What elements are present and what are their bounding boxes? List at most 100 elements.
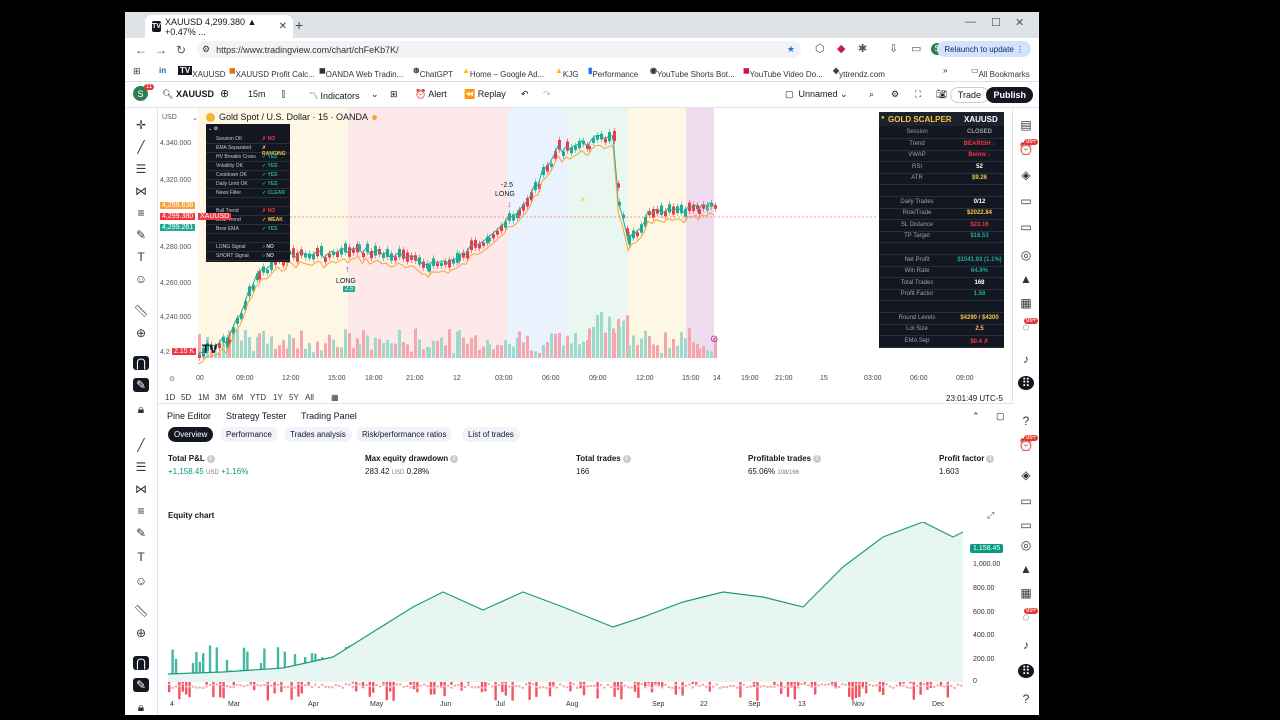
replay-button[interactable]: ⏪ Replay bbox=[464, 89, 506, 99]
apps-icon-2[interactable]: ⠿ bbox=[1018, 664, 1034, 678]
ideas-icon-2[interactable]: ▭ bbox=[1020, 518, 1032, 532]
extension-icon[interactable]: ⬡ bbox=[815, 43, 825, 55]
alert-button[interactable]: ⏰ Alert bbox=[415, 89, 447, 99]
maximize-panel-icon[interactable]: ▢ bbox=[996, 411, 1005, 421]
chat-icon[interactable]: ▭ bbox=[1020, 194, 1032, 208]
range-1m[interactable]: 1M bbox=[198, 393, 210, 402]
subtab-risk-performance[interactable]: Risk/performance ratios bbox=[356, 427, 453, 442]
subtab-performance[interactable]: Performance bbox=[220, 427, 278, 442]
subtab-list-of-trades[interactable]: List of trades bbox=[462, 427, 520, 442]
site-info-icon[interactable]: ⚙ bbox=[202, 44, 211, 54]
info-icon[interactable]: i bbox=[206, 454, 215, 463]
trendline-icon[interactable]: ╱ bbox=[137, 140, 145, 154]
info-icon[interactable]: i bbox=[450, 454, 459, 463]
fib-icon-2[interactable]: ≡ bbox=[137, 504, 145, 518]
linkedin-icon[interactable]: in bbox=[159, 66, 167, 75]
bookmark-item[interactable]: ◼ OANDA Web Tradin... bbox=[319, 66, 404, 79]
ruler-icon[interactable]: 📏︎ bbox=[133, 304, 149, 318]
range-ytd[interactable]: YTD bbox=[250, 393, 266, 402]
bookmark-item[interactable]: ◉ YouTube Shorts Bot... bbox=[650, 66, 735, 79]
settings-icon[interactable]: ⚙ bbox=[891, 89, 900, 99]
bookmark-item[interactable]: ◼ YouTube Video Do... bbox=[743, 66, 823, 79]
broadcast-icon-2[interactable]: ◌ bbox=[1022, 610, 1030, 624]
chat-icon-2[interactable]: ▭ bbox=[1020, 494, 1032, 508]
bookmark-item[interactable]: ▮ Performance bbox=[588, 66, 639, 79]
info-icon[interactable]: i bbox=[622, 454, 631, 463]
range-1y[interactable]: 1Y bbox=[273, 393, 283, 402]
fib-icon[interactable]: ≡ bbox=[137, 206, 145, 220]
interval-button[interactable]: 15m bbox=[248, 89, 266, 99]
help-icon[interactable]: ? bbox=[1022, 414, 1030, 428]
expand-equity-icon[interactable]: ⤢ bbox=[987, 510, 995, 520]
ruler-icon-2[interactable]: 📏︎ bbox=[133, 604, 149, 618]
subtab-trades-analysis[interactable]: Trades analysis bbox=[284, 427, 352, 442]
relaunch-button[interactable]: Relaunch to update ⋮ bbox=[937, 41, 1031, 57]
extension-shield-icon[interactable]: ◆ bbox=[837, 43, 846, 55]
extensions-puzzle-icon[interactable]: ✱ bbox=[858, 43, 868, 55]
info-icon[interactable]: i bbox=[986, 454, 995, 463]
emoji-icon[interactable]: ☺ bbox=[134, 272, 148, 286]
tab-pine-editor[interactable]: Pine Editor bbox=[167, 411, 212, 421]
price-chart[interactable]: USD ⌄ Gold Spot / U.S. Dollar · 15 · OAN… bbox=[158, 108, 1013, 396]
undo-icon[interactable]: ↶ bbox=[521, 89, 529, 99]
brush-icon[interactable]: ✎ bbox=[135, 228, 147, 242]
calendar-range-icon[interactable]: ▦ bbox=[331, 393, 339, 402]
equity-chart[interactable] bbox=[163, 522, 973, 702]
bookmark-item[interactable]: ◼ XAUUSD Profit Calc... bbox=[229, 66, 315, 79]
all-bookmarks[interactable]: ▭ All Bookmarks bbox=[971, 66, 1030, 79]
download-icon[interactable]: ⇩ bbox=[889, 43, 899, 55]
collapse-panel-icon[interactable]: ⌃ bbox=[972, 411, 980, 421]
horizontal-lines-icon[interactable]: ☰ bbox=[135, 162, 147, 176]
bookmark-star-icon[interactable]: ★ bbox=[786, 44, 795, 54]
bookmark-item[interactable]: ⊛ ChatGPT bbox=[413, 66, 454, 79]
bookmark-item[interactable]: ▲ KJG bbox=[555, 66, 579, 79]
lock-drawing-icon[interactable]: ✎ bbox=[133, 378, 149, 392]
range-5d[interactable]: 5D bbox=[181, 393, 192, 402]
indicators-dropdown-icon[interactable]: ⌄ bbox=[371, 89, 379, 99]
close-tab-icon[interactable]: ✕ bbox=[278, 21, 287, 32]
back-icon[interactable]: ← bbox=[135, 42, 147, 57]
watchlist-icon[interactable]: ▤ bbox=[1020, 118, 1032, 132]
more-bookmarks-icon[interactable]: » bbox=[943, 66, 948, 75]
redo-icon[interactable]: ↷ bbox=[543, 89, 551, 99]
text-icon-2[interactable]: T bbox=[137, 550, 145, 564]
zoom-icon-2[interactable]: ⊕ bbox=[135, 626, 147, 640]
tab-trading-panel[interactable]: Trading Panel bbox=[301, 411, 357, 421]
maximize-icon[interactable]: ☐ bbox=[991, 17, 1001, 29]
signal-icon-2[interactable]: ▲ bbox=[1020, 562, 1032, 576]
snapshot-icon[interactable]: 📷︎ bbox=[936, 89, 948, 99]
bookmark-item[interactable]: ◈ yttrendz.com bbox=[833, 66, 885, 79]
range-3m[interactable]: 3M bbox=[215, 393, 227, 402]
lock-icon-2[interactable]: 🔒︎ bbox=[137, 700, 145, 714]
currency-dropdown-icon[interactable]: ⌄ bbox=[192, 115, 198, 122]
compare-symbol-icon[interactable]: ⊕ bbox=[220, 88, 230, 100]
lock-icon[interactable]: 🔒︎ bbox=[137, 402, 145, 416]
bookmark-item[interactable]: ▲ Home – Google Ad... bbox=[462, 66, 545, 79]
emoji-icon-2[interactable]: ☺ bbox=[134, 574, 148, 588]
browser-tab[interactable]: TV XAUUSD 4,299.380 ▲ +0.47% ... ✕ bbox=[145, 15, 293, 38]
text-icon[interactable]: T bbox=[137, 250, 145, 264]
user-avatar[interactable]: S bbox=[133, 86, 148, 101]
calendar-icon[interactable]: ▦ bbox=[1020, 296, 1032, 310]
brush-icon-2[interactable]: ✎ bbox=[135, 526, 147, 540]
range-all[interactable]: All bbox=[305, 393, 314, 402]
broadcast-icon[interactable]: ◌ bbox=[1022, 320, 1030, 334]
alerts-clock-icon[interactable]: ⏰ bbox=[1018, 142, 1034, 156]
layers-icon-2[interactable]: ◈ bbox=[1021, 468, 1031, 482]
tab-strategy-tester[interactable]: Strategy Tester bbox=[226, 411, 287, 421]
ideas-icon[interactable]: ▭ bbox=[1020, 220, 1032, 234]
horizontal-lines-icon-2[interactable]: ☰ bbox=[135, 460, 147, 474]
trendline-icon-2[interactable]: ╱ bbox=[137, 438, 145, 452]
new-tab-icon[interactable]: + bbox=[295, 17, 304, 33]
bell-icon-2[interactable]: ♪ bbox=[1023, 638, 1029, 652]
publish-button[interactable]: Publish bbox=[986, 87, 1033, 103]
pattern-icon[interactable]: ⋈ bbox=[135, 184, 147, 198]
reload-icon[interactable]: ↻ bbox=[175, 42, 187, 57]
split-view-icon[interactable]: ▭ bbox=[911, 43, 922, 55]
bell-icon[interactable]: ♪ bbox=[1023, 352, 1029, 366]
signal-icon[interactable]: ▲ bbox=[1020, 272, 1032, 286]
forward-icon[interactable]: → bbox=[155, 42, 167, 57]
indicators-button[interactable]: 〽 Indicators bbox=[309, 91, 360, 101]
magnet-icon[interactable]: ⋂ bbox=[133, 356, 149, 370]
pattern-icon-2[interactable]: ⋈ bbox=[135, 482, 147, 496]
